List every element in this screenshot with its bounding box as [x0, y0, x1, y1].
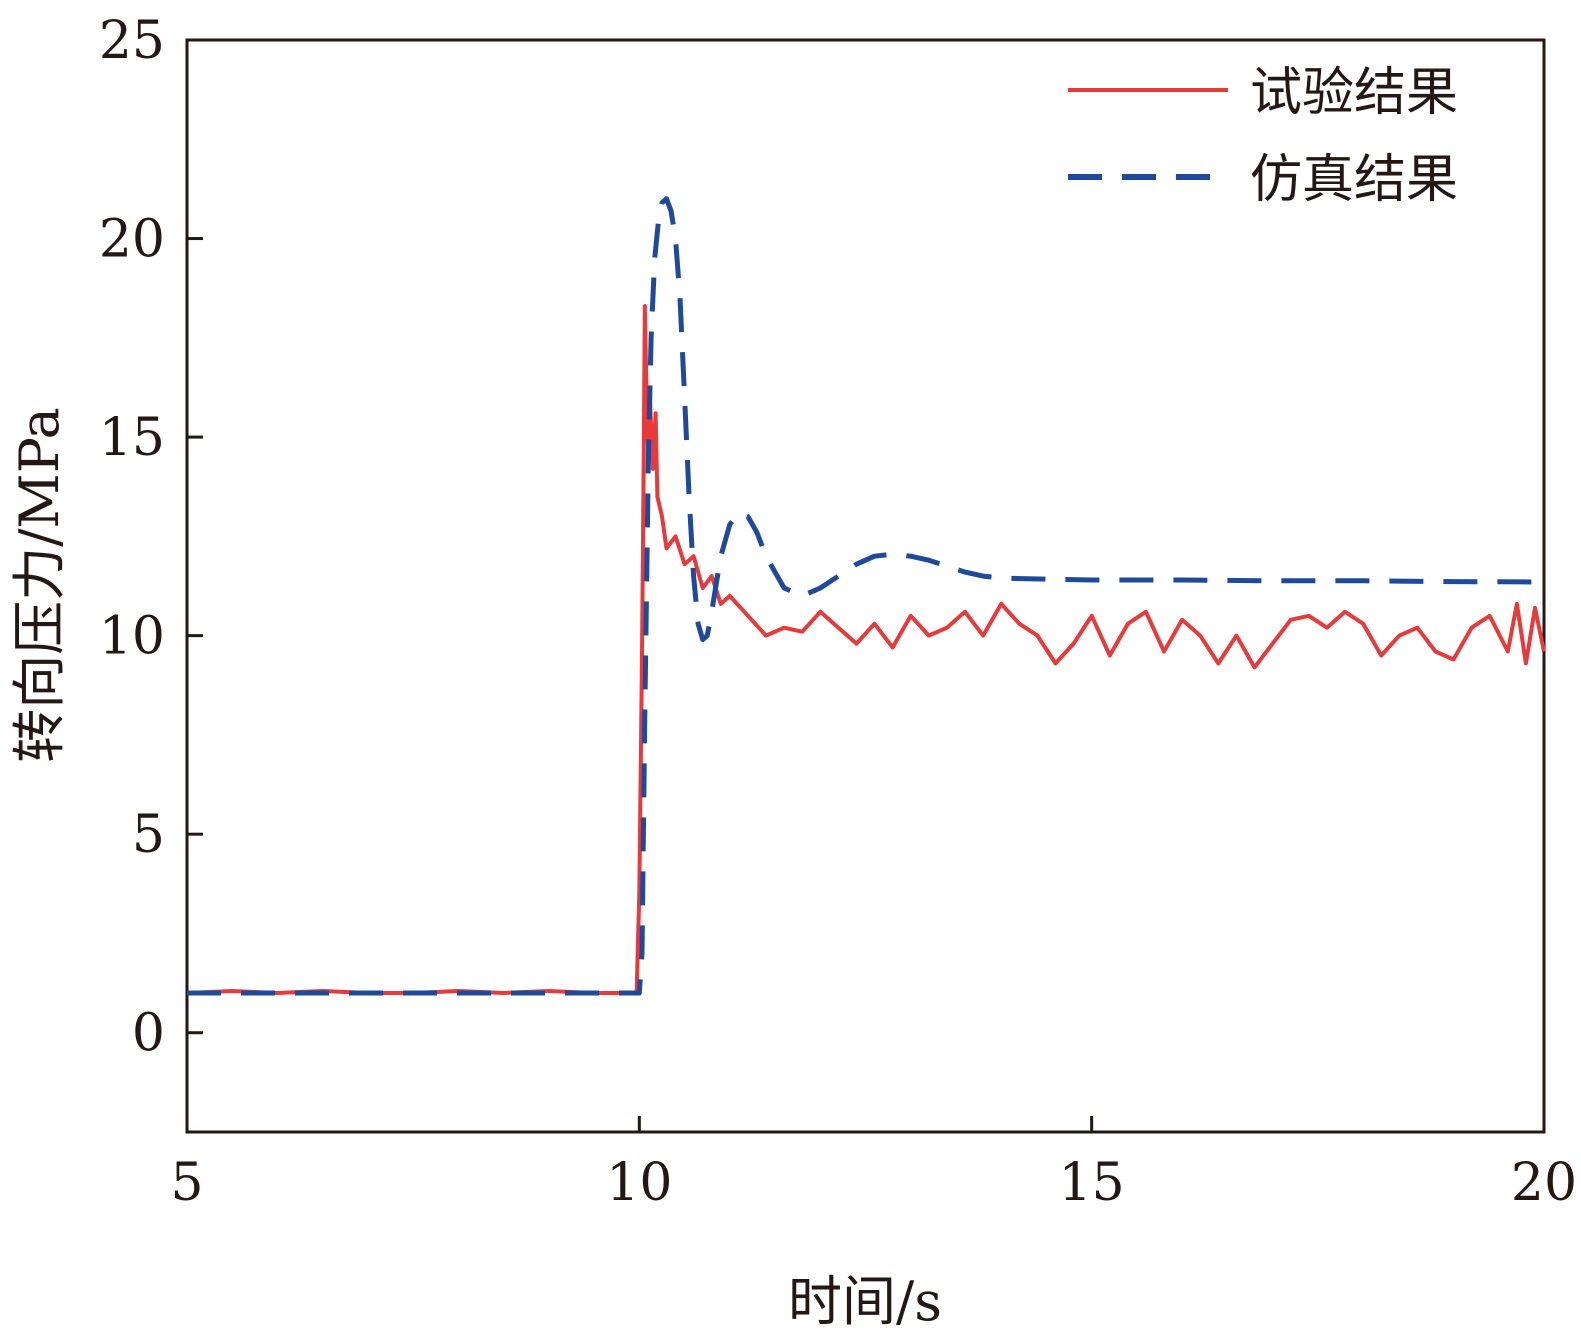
- x-tick-label: 20: [1511, 1153, 1577, 1213]
- y-tick-label: 15: [99, 408, 165, 468]
- x-axis-title: 时间/s: [788, 1270, 942, 1333]
- x-tick-label: 5: [170, 1153, 203, 1213]
- axis-tick-labels: 5 10 15 20 0 5 10 15 20 25: [99, 11, 1577, 1213]
- x-tick-label: 15: [1059, 1153, 1125, 1213]
- series-lines: [186, 196, 1546, 996]
- simulation-result-line: [187, 196, 1545, 996]
- y-tick-label: 0: [132, 1004, 165, 1064]
- plot-frame: [185, 38, 1546, 1134]
- y-tick-label: 5: [132, 805, 165, 865]
- legend-label-test: 试验结果: [1250, 63, 1458, 123]
- y-axis-title: 转向压力/MPa: [8, 407, 71, 763]
- y-tick-label: 25: [99, 11, 165, 71]
- legend-label-sim: 仿真结果: [1250, 150, 1458, 210]
- legend: 试验结果 仿真结果: [1068, 63, 1458, 210]
- axis-ticks: [185, 38, 1546, 1132]
- x-tick-label: 10: [606, 1153, 672, 1213]
- test-result-line: [186, 304, 1546, 995]
- y-tick-label: 20: [99, 210, 165, 270]
- y-tick-label: 10: [99, 607, 165, 667]
